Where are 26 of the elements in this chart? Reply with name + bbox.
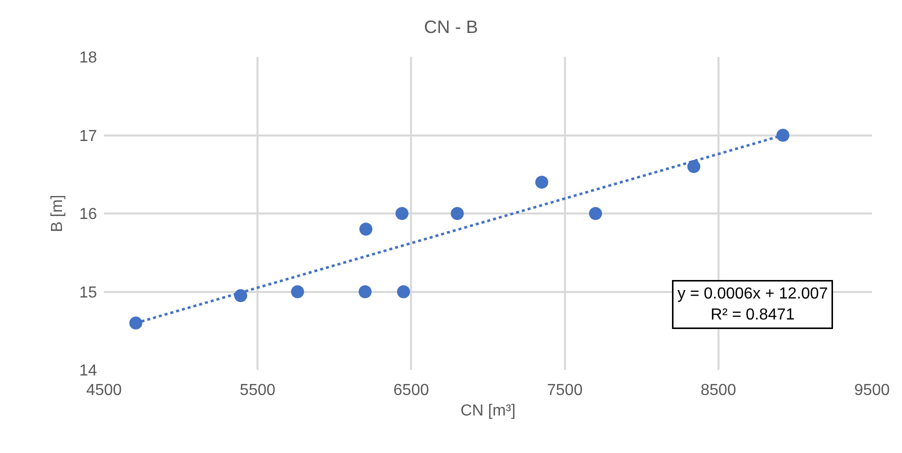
point — [359, 222, 372, 236]
point — [535, 176, 548, 189]
point — [129, 316, 142, 330]
y-tick-label: 16 — [79, 206, 98, 224]
point — [358, 285, 372, 298]
point — [291, 285, 304, 298]
y-axis-title: B [m] — [49, 194, 66, 232]
x-tick-label: 9500 — [854, 382, 890, 399]
x-tick-label: 5500 — [240, 382, 276, 399]
y-tick-label: 17 — [79, 128, 98, 145]
x-tick-label: 7500 — [547, 382, 583, 399]
annotation: y = 0.0006x + 12.007 R² = 0.8471 — [678, 286, 828, 324]
point — [450, 207, 464, 220]
point — [687, 160, 700, 174]
y-tick-label: 15 — [79, 284, 98, 302]
x-tick-label: 8500 — [700, 382, 736, 399]
point — [395, 207, 408, 220]
chart-title: CN - B — [424, 16, 478, 37]
point — [776, 128, 790, 142]
y-tick-label: 18 — [79, 50, 98, 67]
point — [589, 207, 602, 220]
x-axis-title: CN [m³] — [460, 402, 516, 420]
x-tick-label: 6500 — [393, 382, 430, 399]
x-tick-label: 4500 — [86, 382, 122, 399]
point — [397, 285, 410, 298]
y-tick-label: 14 — [79, 362, 98, 380]
